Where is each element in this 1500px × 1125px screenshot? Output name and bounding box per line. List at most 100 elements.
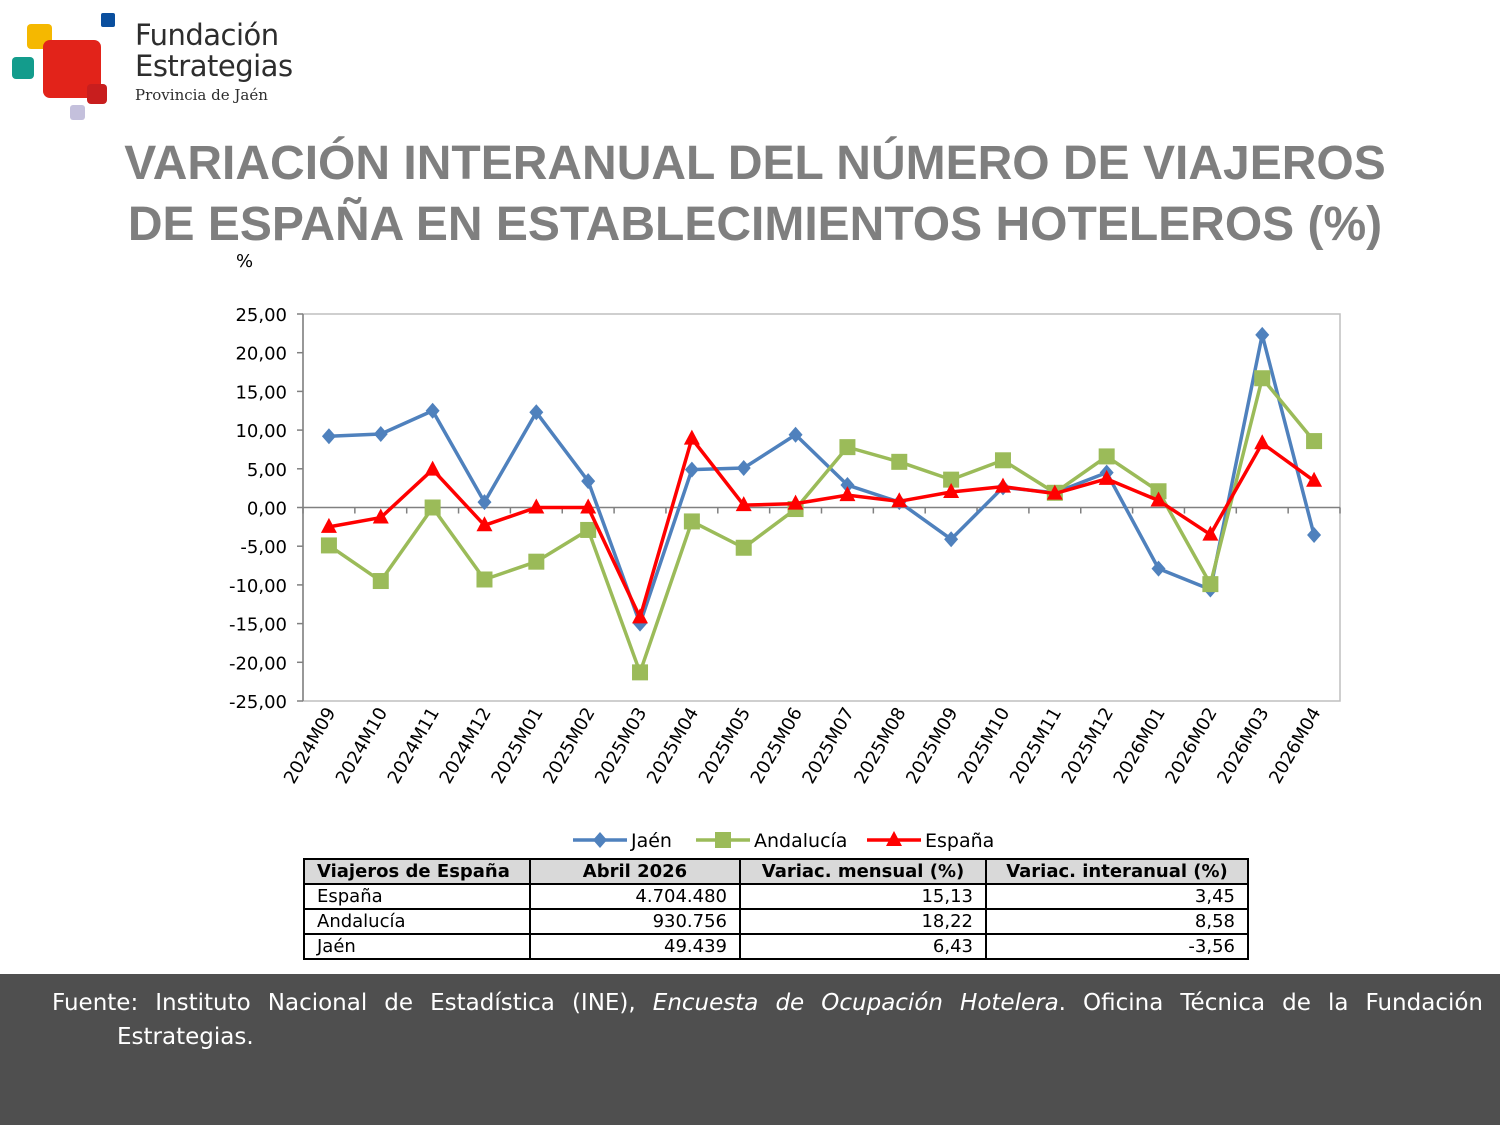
data-point <box>632 664 649 681</box>
data-point <box>528 553 545 570</box>
logo-square-lavender <box>70 105 85 120</box>
x-tick-label: 2025M08 <box>850 704 910 787</box>
legend-marker <box>886 831 902 846</box>
x-tick-label: 2025M04 <box>643 704 703 787</box>
table-cell: 3,45 <box>985 883 1249 910</box>
table-row: Jaén 49.439 6,43 -3,56 <box>303 933 1249 960</box>
source-suffix: . Oficina Técnica de la Fundación <box>1058 990 1484 1016</box>
y-tick-label: 20,00 <box>235 344 287 365</box>
logo-line2: Estrategias <box>135 49 293 83</box>
legend-entry: Andalucía <box>696 830 847 852</box>
logo: Fundación Estrategias Provincia de Jaén <box>10 10 310 122</box>
series-line <box>328 436 1316 620</box>
y-tick-label: -10,00 <box>229 576 287 597</box>
footer: Fuente: Instituto Nacional de Estadístic… <box>0 974 1500 1125</box>
data-point <box>735 496 752 512</box>
logo-text: Fundación Estrategias Provincia de Jaén <box>135 20 293 106</box>
x-tick-label: 2025M06 <box>747 704 807 787</box>
page-title-line1: VARIACIÓN INTERANUAL DEL NÚMERO DE VIAJE… <box>124 137 1386 190</box>
data-point <box>580 521 597 538</box>
logo-line1: Fundación <box>135 18 279 52</box>
data-point <box>321 428 336 445</box>
data-point <box>632 608 649 624</box>
data-table: Viajeros de España Abril 2026 Variac. me… <box>303 858 1249 960</box>
y-tick-label: -15,00 <box>229 615 287 636</box>
legend-label: Andalucía <box>754 830 847 852</box>
page-title: VARIACIÓN INTERANUAL DEL NÚMERO DE VIAJE… <box>40 133 1470 255</box>
data-point <box>528 498 545 514</box>
table-cell: España <box>303 883 531 910</box>
data-point <box>1202 525 1219 541</box>
data-point <box>1151 560 1166 577</box>
line-chart: % 25,00 20,00 15,00 10,00 5,00 0,00 -5,00 -10,0… <box>229 251 1341 852</box>
y-tick-label: 0,00 <box>247 499 287 520</box>
table-cell: 4.704.480 <box>529 883 741 910</box>
data-point <box>839 439 856 456</box>
table-cell: -3,56 <box>985 933 1249 960</box>
table-cell: 49.439 <box>529 933 741 960</box>
series-line <box>328 333 1316 626</box>
series-triangle <box>320 429 1323 624</box>
x-tick-label: 2025M10 <box>954 704 1014 787</box>
legend-label: España <box>925 830 994 852</box>
x-tick-label: 2024M12 <box>435 704 495 787</box>
x-tick-label: 2024M10 <box>332 704 392 787</box>
table-cell: Jaén <box>303 933 531 960</box>
data-point <box>683 513 700 530</box>
logo-square-blue <box>101 13 115 27</box>
table-cell: 8,58 <box>985 908 1249 935</box>
y-tick-label: -25,00 <box>229 692 287 713</box>
data-point <box>1306 471 1323 487</box>
data-point <box>1306 433 1323 450</box>
x-tick-label: 2024M09 <box>280 704 340 787</box>
data-point <box>320 517 337 533</box>
y-tick-label: -5,00 <box>240 537 287 558</box>
data-point <box>683 429 700 445</box>
x-tick-label: 2025M05 <box>695 704 755 787</box>
data-point <box>891 492 908 508</box>
logo-square-teal <box>12 57 34 79</box>
data-point <box>372 573 389 590</box>
y-axis-unit-label: % <box>236 251 253 272</box>
data-point <box>1150 483 1167 500</box>
data-point <box>891 453 908 470</box>
table-header-cell: Variac. interanual (%) <box>985 858 1249 885</box>
source-note-line2: Estrategias. <box>117 1024 254 1050</box>
table-row: Andalucía 930.756 18,22 8,58 <box>303 908 1249 935</box>
data-point <box>735 539 752 556</box>
data-point <box>373 425 388 442</box>
data-point <box>684 461 699 478</box>
data-point <box>476 516 493 532</box>
x-tick-label: 2025M02 <box>539 704 599 787</box>
logo-line3: Provincia de Jaén <box>135 86 268 104</box>
table-header-row: Viajeros de España Abril 2026 Variac. me… <box>303 858 1249 885</box>
table-header-cell: Viajeros de España <box>303 858 531 885</box>
table-cell: 18,22 <box>739 908 987 935</box>
data-point <box>1254 434 1271 450</box>
y-tick-label: 5,00 <box>247 460 287 481</box>
y-tick-label: -20,00 <box>229 653 287 674</box>
data-point <box>581 473 596 490</box>
data-point <box>787 494 804 510</box>
x-tick-label: 2025M07 <box>798 704 858 787</box>
table-row: España 4.704.480 15,13 3,45 <box>303 883 1249 910</box>
table-header-cell: Abril 2026 <box>529 858 741 885</box>
data-point <box>477 494 492 511</box>
x-tick-label: 2024M11 <box>384 704 444 787</box>
data-point <box>425 402 440 419</box>
y-tick-label: 10,00 <box>235 421 287 442</box>
data-point <box>424 499 441 516</box>
legend-marker <box>715 832 731 848</box>
table-cell: 930.756 <box>529 908 741 935</box>
x-tick-label: 2025M12 <box>1058 704 1118 787</box>
data-point <box>424 460 441 476</box>
data-point <box>1098 469 1115 485</box>
table-header-cell: Variac. mensual (%) <box>739 858 987 885</box>
data-point <box>529 404 544 421</box>
x-tick-label: 2025M09 <box>902 704 962 787</box>
source-survey-name: Encuesta de Ocupación Hotelera <box>652 990 1059 1016</box>
data-point <box>840 477 855 494</box>
data-point <box>994 477 1011 493</box>
y-tick-label: 15,00 <box>235 382 287 403</box>
logo-square-darkred <box>87 84 107 104</box>
